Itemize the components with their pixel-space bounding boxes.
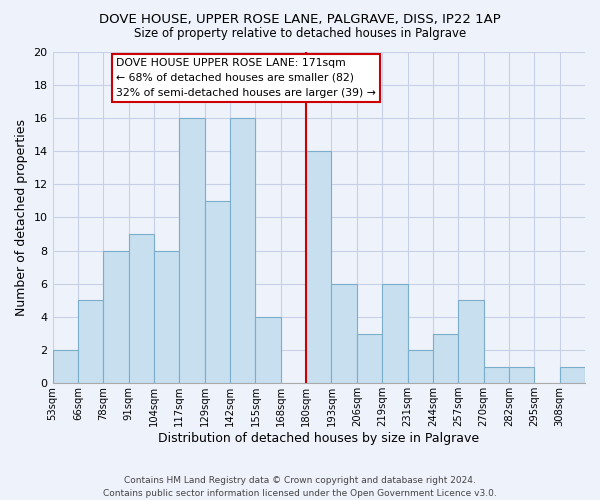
Bar xyxy=(382,284,407,384)
Text: Size of property relative to detached houses in Palgrave: Size of property relative to detached ho… xyxy=(134,28,466,40)
Text: Contains HM Land Registry data © Crown copyright and database right 2024.
Contai: Contains HM Land Registry data © Crown c… xyxy=(103,476,497,498)
Bar xyxy=(509,366,534,384)
Bar xyxy=(53,350,78,384)
Bar xyxy=(103,250,128,384)
Bar xyxy=(433,334,458,384)
Bar xyxy=(78,300,103,384)
Bar xyxy=(560,366,585,384)
Bar xyxy=(230,118,256,384)
Bar xyxy=(484,366,509,384)
X-axis label: Distribution of detached houses by size in Palgrave: Distribution of detached houses by size … xyxy=(158,432,479,445)
Bar xyxy=(407,350,433,384)
Bar xyxy=(306,151,331,384)
Bar xyxy=(331,284,357,384)
Bar xyxy=(128,234,154,384)
Bar xyxy=(357,334,382,384)
Bar xyxy=(154,250,179,384)
Bar xyxy=(205,201,230,384)
Text: DOVE HOUSE UPPER ROSE LANE: 171sqm
← 68% of detached houses are smaller (82)
32%: DOVE HOUSE UPPER ROSE LANE: 171sqm ← 68%… xyxy=(116,58,376,98)
Y-axis label: Number of detached properties: Number of detached properties xyxy=(15,119,28,316)
Bar xyxy=(179,118,205,384)
Bar xyxy=(256,317,281,384)
Bar xyxy=(458,300,484,384)
Text: DOVE HOUSE, UPPER ROSE LANE, PALGRAVE, DISS, IP22 1AP: DOVE HOUSE, UPPER ROSE LANE, PALGRAVE, D… xyxy=(99,12,501,26)
